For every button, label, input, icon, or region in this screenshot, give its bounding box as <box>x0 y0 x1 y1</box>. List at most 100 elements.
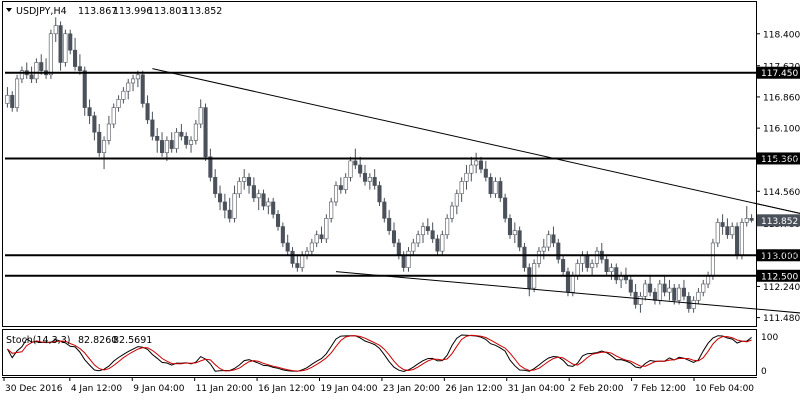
candle-body <box>251 185 256 199</box>
candle-body <box>160 140 165 154</box>
trendline-support <box>335 271 800 314</box>
candle <box>338 177 343 194</box>
time-tick-label: 7 Feb 12:00 <box>633 384 687 394</box>
candle <box>522 242 527 272</box>
candle <box>585 251 590 272</box>
candle <box>411 238 416 256</box>
candle <box>619 271 624 289</box>
candle <box>503 193 508 223</box>
candle-body <box>111 107 116 125</box>
level-label-bg <box>757 66 800 79</box>
candle-body <box>744 218 749 223</box>
candle <box>691 296 696 313</box>
candle-body <box>222 201 227 211</box>
candle <box>53 17 58 42</box>
time-tick-label: 31 Jan 04:00 <box>508 384 565 394</box>
level-label-113.000: 113.000 <box>761 252 798 262</box>
candle-body <box>483 168 488 178</box>
candle <box>140 70 145 108</box>
candle <box>648 275 653 297</box>
candle <box>735 222 740 260</box>
price-tick-label: 114.560 <box>763 188 800 198</box>
candle <box>517 226 522 252</box>
candle <box>106 115 111 145</box>
candle-body <box>343 177 348 190</box>
candle <box>285 234 290 256</box>
candle <box>445 214 450 239</box>
candle-body <box>358 164 363 174</box>
candle <box>82 66 87 116</box>
candle-body <box>382 201 387 219</box>
candle-body <box>401 254 406 268</box>
candle-body <box>507 218 513 236</box>
candle-body <box>300 254 305 268</box>
candle-body <box>217 193 223 203</box>
candle <box>643 279 648 301</box>
candle-body <box>512 230 517 236</box>
candle-body <box>208 156 213 178</box>
candle <box>164 136 169 161</box>
candle <box>362 165 368 186</box>
candle <box>628 275 633 297</box>
candle <box>227 197 232 223</box>
candle <box>222 193 227 219</box>
time-tick-label: 2 Feb 20:00 <box>570 384 624 394</box>
collapse-triangle-icon[interactable] <box>6 8 12 12</box>
candle-body <box>227 209 232 219</box>
time-tick-label: 30 Dec 2016 <box>5 384 63 394</box>
stochastic-panel <box>6 334 752 373</box>
stoch-value-signal: 82.5691 <box>113 335 152 346</box>
candle <box>512 222 517 243</box>
level-label-112.500: 112.500 <box>761 272 798 282</box>
candle <box>63 29 68 67</box>
candle-body <box>546 234 551 248</box>
candle <box>367 173 372 190</box>
candle <box>314 230 319 248</box>
candle <box>271 197 276 219</box>
candle <box>319 226 324 243</box>
candle-body <box>256 193 261 199</box>
candle-body <box>39 62 44 71</box>
candle-body <box>179 131 184 137</box>
candle-body <box>681 287 686 297</box>
trendline-layer <box>152 68 800 314</box>
price-panel-frame <box>2 1 757 327</box>
current-price-label: 113.852 <box>761 217 798 227</box>
candle <box>488 173 493 198</box>
candle <box>575 259 580 280</box>
candle <box>155 128 160 153</box>
candle <box>401 251 406 272</box>
candle <box>730 222 735 239</box>
candle <box>416 230 421 248</box>
time-tick-label: 19 Jan 04:00 <box>320 384 377 394</box>
candle <box>237 177 242 198</box>
candle <box>73 37 78 71</box>
stoch-panel-frame <box>2 329 757 376</box>
price-tick-label: 113.000 <box>763 252 800 262</box>
candle <box>290 247 295 268</box>
candle-body <box>725 226 730 236</box>
candle <box>275 210 281 231</box>
candle-body <box>198 107 203 125</box>
candle <box>256 189 261 211</box>
candle <box>333 181 339 207</box>
candle <box>193 119 198 145</box>
candle-body <box>556 242 561 260</box>
candle <box>131 74 136 92</box>
candle-body <box>425 226 430 231</box>
candle <box>483 160 488 182</box>
candle-body <box>242 177 247 182</box>
candle-body <box>295 263 300 268</box>
candle-body <box>648 283 653 293</box>
time-axis: 30 Dec 2016 4 Jan 12:00 9 Jan 04:00 11 Jan … <box>3 377 754 394</box>
candle-body <box>145 103 150 121</box>
candle <box>24 62 29 79</box>
candle <box>459 177 464 202</box>
candle <box>304 247 310 260</box>
candle-body <box>387 218 392 231</box>
candle-body <box>353 160 358 166</box>
stoch-label: Stoch(14,3,3) <box>6 335 70 346</box>
candle <box>372 169 377 190</box>
level-label-115.360: 115.360 <box>761 155 798 165</box>
